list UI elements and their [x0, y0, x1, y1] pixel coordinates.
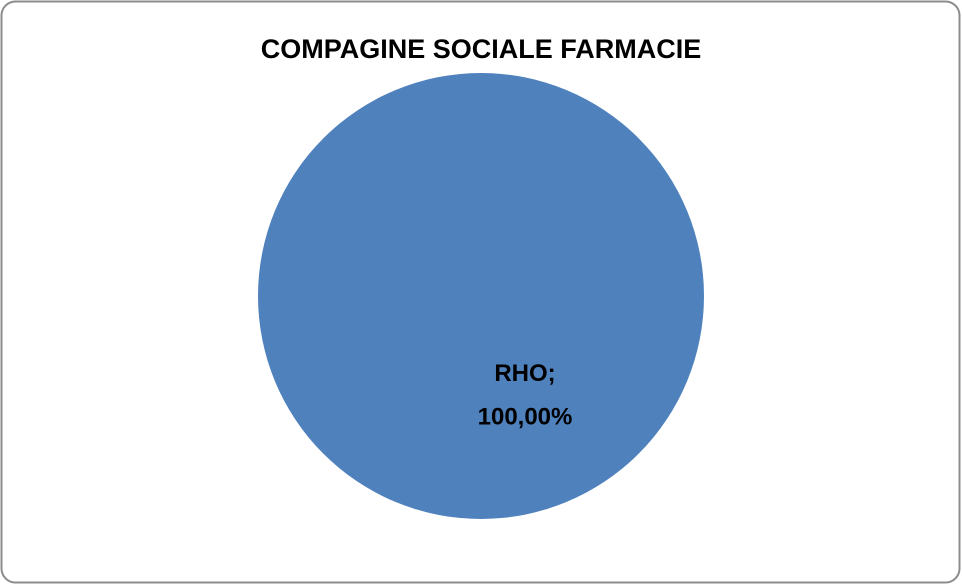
data-label-separator: ;: [548, 360, 556, 387]
data-label: RHO;: [494, 360, 555, 387]
data-label-value: 100,00%: [478, 403, 573, 430]
data-label-category: RHO: [494, 360, 547, 387]
pie-slice: [258, 73, 704, 519]
chart-title: COMPAGINE SOCIALE FARMACIE: [261, 34, 702, 64]
